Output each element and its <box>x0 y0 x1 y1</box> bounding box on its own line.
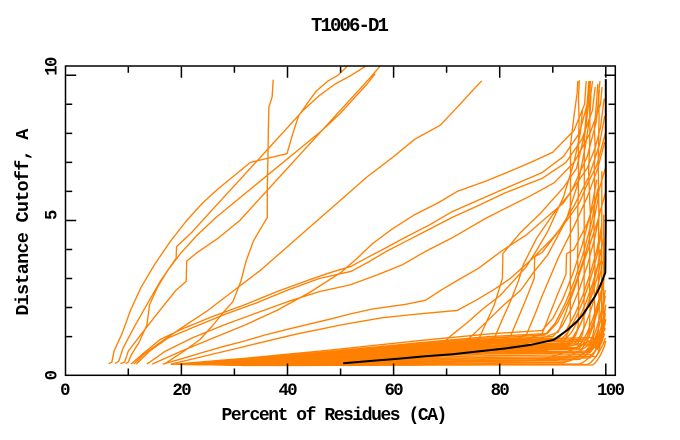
svg-text:20: 20 <box>172 382 191 401</box>
svg-text:10: 10 <box>44 57 63 76</box>
svg-text:60: 60 <box>385 382 404 401</box>
svg-text:0: 0 <box>44 370 63 380</box>
svg-text:100: 100 <box>597 382 625 401</box>
svg-text:40: 40 <box>279 382 298 401</box>
svg-text:Distance Cutoff, A: Distance Cutoff, A <box>13 128 34 316</box>
svg-text:Percent of Residues (CA): Percent of Residues (CA) <box>221 406 445 426</box>
svg-text:0: 0 <box>60 382 70 401</box>
svg-text:80: 80 <box>491 382 510 401</box>
svg-text:5: 5 <box>44 210 63 220</box>
svg-text:T1006-D1: T1006-D1 <box>311 15 389 37</box>
